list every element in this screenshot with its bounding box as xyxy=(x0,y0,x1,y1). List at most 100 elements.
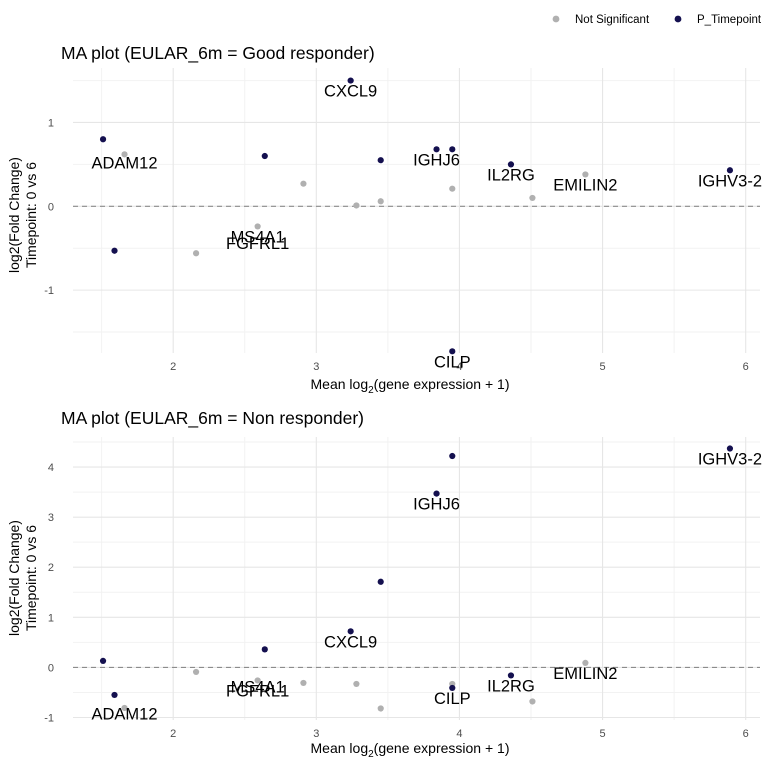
data-point xyxy=(300,180,307,187)
data-point xyxy=(377,157,384,164)
x-axis-title: Mean log2(gene expression + 1) xyxy=(311,740,510,760)
data-point xyxy=(449,348,456,355)
gene-label: MS4A1 xyxy=(231,228,285,246)
y-axis-title-line2: Timepoint: 0 vs 6 xyxy=(23,162,39,268)
x-tick-label: 6 xyxy=(743,728,749,740)
data-point xyxy=(507,161,515,168)
y-tick-label: 4 xyxy=(48,462,54,474)
gene-label: FGFRL1 xyxy=(226,235,289,253)
panel-good-responder: MA plot (EULAR_6m = Good responder) 2 3 4 5… xyxy=(6,43,762,396)
gene-label: IGHJ6 xyxy=(413,151,460,169)
series-p-timepoint xyxy=(99,77,734,355)
gene-label: CXCL9 xyxy=(324,83,377,101)
legend-swatch-not-significant xyxy=(552,15,560,23)
series-not-significant xyxy=(121,151,589,257)
gene-label: ADAM12 xyxy=(92,705,158,723)
data-point xyxy=(433,146,440,153)
data-point xyxy=(449,185,456,192)
y-axis-title-line1: log2(Fold Change) xyxy=(6,520,22,636)
gene-label: IGHV3-2 xyxy=(698,451,762,469)
y-tick-label: 2 xyxy=(48,562,54,574)
data-point xyxy=(529,698,536,705)
series-p-timepoint xyxy=(99,445,734,699)
data-point xyxy=(111,691,118,699)
gene-label: IL2RG xyxy=(487,677,535,695)
gene-label: EMILIN2 xyxy=(553,665,617,683)
data-point xyxy=(254,223,261,230)
gene-label: ADAM12 xyxy=(92,155,158,173)
y-axis-title: log2(Fold Change) Timepoint: 0 vs 6 xyxy=(6,520,39,636)
y-tick-label: 3 xyxy=(48,512,54,524)
data-point xyxy=(377,705,384,712)
data-point xyxy=(529,194,536,202)
y-axis-title-line2: Timepoint: 0 vs 6 xyxy=(23,525,39,631)
x-tick-label: 2 xyxy=(170,361,176,373)
data-point xyxy=(449,684,456,692)
data-point xyxy=(192,668,200,676)
gene-label: CILP xyxy=(434,353,471,371)
y-tick-label: 1 xyxy=(48,117,54,129)
x-tick-label: 3 xyxy=(313,361,319,373)
x-axis-title: Mean log2(gene expression + 1) xyxy=(311,376,510,396)
legend-label-not-significant: Not Significant xyxy=(575,14,650,26)
x-axis-title-subscript: 2 xyxy=(368,749,374,760)
data-point xyxy=(582,171,589,178)
panel-title: MA plot (EULAR_6m = Good responder) xyxy=(61,43,375,64)
x-axis-title-main: Mean log xyxy=(311,376,369,392)
x-tick-label: 3 xyxy=(313,728,319,740)
y-axis-title-line1: log2(Fold Change) xyxy=(6,157,22,273)
plot-area: 2 3 4 5 6 -1 0 1 ADAM12 CXCL9 IGHJ6 IL2RG EMILIN2 IGH… xyxy=(44,68,762,373)
data-point xyxy=(192,250,200,257)
legend: Not Significant P_Timepoint xyxy=(552,14,762,26)
data-point xyxy=(261,646,268,653)
data-point xyxy=(353,202,360,209)
gene-label: CXCL9 xyxy=(324,633,377,651)
data-point xyxy=(449,146,456,153)
plot-area: 2 3 4 5 6 -1 0 1 2 3 4 ADAM12 CXCL9 IGHJ6 IL2RG EMILIN2… xyxy=(44,437,762,740)
x-tick-label: 4 xyxy=(456,728,462,740)
gene-label: MS4A1 xyxy=(231,678,285,696)
gene-label: FGFRL1 xyxy=(226,682,289,700)
data-point xyxy=(582,659,589,666)
data-point xyxy=(347,77,354,84)
x-axis-title-rest: (gene expression + 1) xyxy=(374,376,510,392)
y-axis-title: log2(Fold Change) Timepoint: 0 vs 6 xyxy=(6,157,39,273)
x-tick-label: 5 xyxy=(600,361,606,373)
data-point xyxy=(347,628,354,635)
data-point xyxy=(99,136,107,143)
y-tick-label: 0 xyxy=(48,662,54,674)
data-point xyxy=(261,152,268,160)
data-point xyxy=(300,679,307,687)
gene-label: IL2RG xyxy=(487,166,535,184)
legend-swatch-p-timepoint xyxy=(674,15,682,23)
data-point xyxy=(254,677,261,684)
data-point xyxy=(121,704,128,712)
data-point xyxy=(726,445,734,452)
data-point xyxy=(99,657,107,664)
legend-label-p-timepoint: P_Timepoint xyxy=(697,14,762,26)
data-point xyxy=(377,198,384,205)
x-axis-title-main: Mean log xyxy=(311,740,369,756)
y-tick-label: 0 xyxy=(48,201,54,213)
series-not-significant xyxy=(121,659,589,712)
x-tick-label: 4 xyxy=(456,361,462,373)
data-point xyxy=(433,490,440,497)
data-point xyxy=(121,151,128,158)
panel-non-responder: MA plot (EULAR_6m = Non responder) 2 3 4 5 6… xyxy=(6,408,762,760)
y-tick-label: -1 xyxy=(44,712,54,724)
gene-label: IGHV3-2 xyxy=(698,172,762,190)
data-point xyxy=(507,672,515,679)
x-axis-title-rest: (gene expression + 1) xyxy=(374,740,510,756)
data-point xyxy=(111,247,118,254)
data-point xyxy=(377,578,384,585)
panel-title: MA plot (EULAR_6m = Non responder) xyxy=(61,408,364,429)
gene-label: EMILIN2 xyxy=(553,177,617,195)
y-tick-label: 1 xyxy=(48,612,54,624)
data-point xyxy=(449,452,456,460)
gene-label: CILP xyxy=(434,690,471,708)
x-axis-title-subscript: 2 xyxy=(368,385,374,396)
data-point xyxy=(726,167,734,174)
x-tick-label: 5 xyxy=(600,728,606,740)
x-tick-label: 2 xyxy=(170,728,176,740)
